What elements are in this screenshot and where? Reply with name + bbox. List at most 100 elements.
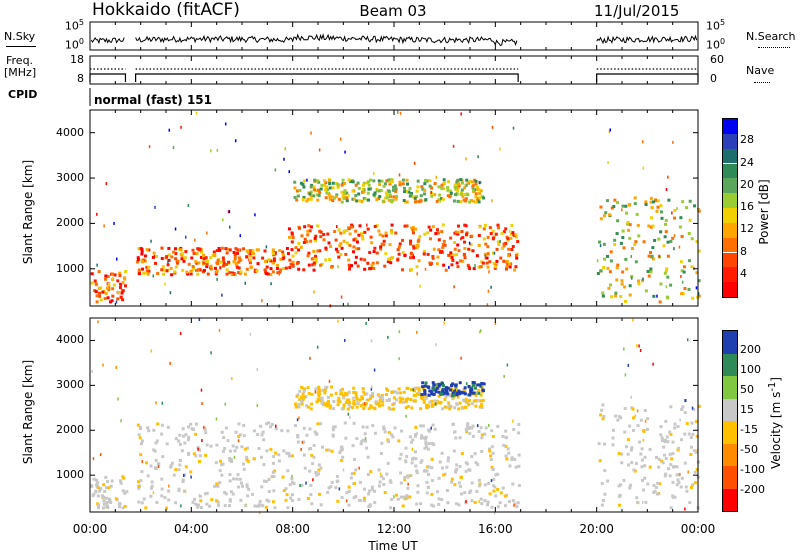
echo-cell (456, 388, 458, 392)
echo-cell (228, 456, 232, 460)
echo-cell (467, 265, 471, 269)
echo-cell (308, 229, 312, 233)
echo-cell (382, 427, 386, 431)
echo-cell (177, 259, 181, 263)
echo-cell (360, 439, 364, 443)
echo-cell (437, 386, 441, 390)
echo-cell (378, 195, 382, 199)
echo-cell (628, 223, 632, 227)
echo-cell (660, 216, 664, 220)
echo-cell (449, 236, 453, 240)
echo-cell (256, 432, 260, 436)
echo-cell (390, 391, 394, 395)
echo-cell (435, 262, 439, 266)
echo-cell (471, 391, 475, 395)
echo-cell (454, 383, 458, 387)
echo-cell (490, 445, 494, 449)
echo-cell (417, 392, 421, 396)
echo-cell (642, 277, 644, 281)
echo-cell (328, 182, 332, 186)
echo-cell (460, 181, 464, 185)
echo-cell (407, 476, 409, 480)
echo-cell (425, 445, 429, 449)
echo-cell (506, 263, 510, 267)
echo-cell (367, 198, 371, 202)
echo-cell (146, 474, 150, 478)
echo-cell (409, 193, 413, 197)
echo-cell (220, 430, 224, 434)
echo-cell (265, 498, 269, 502)
echo-cell (190, 427, 194, 431)
echo-cell (480, 502, 484, 506)
echo-cell (96, 481, 100, 485)
echo-cell (161, 401, 164, 405)
echo-cell (404, 460, 408, 464)
time-tick-label: 16:00 (478, 522, 513, 536)
echo-cell (168, 128, 171, 132)
echo-cell (139, 427, 143, 431)
echo-cell (196, 446, 200, 450)
echo-cell (219, 260, 223, 264)
echo-cell (474, 200, 478, 204)
echo-cell (228, 248, 232, 252)
echo-cell (336, 183, 340, 187)
echo-cell (626, 452, 630, 456)
echo-cell (390, 178, 394, 182)
echo-cell (298, 416, 300, 420)
echo-cell (347, 485, 351, 489)
echo-cell (315, 473, 319, 477)
echo-cell (675, 465, 679, 469)
echo-cell (609, 250, 613, 254)
echo-cell (390, 223, 394, 227)
echo-cell (273, 252, 277, 256)
echo-cell (460, 237, 462, 241)
echo-cell (224, 263, 228, 267)
echo-cell (360, 199, 364, 203)
echo-cell (428, 184, 432, 188)
echo-cell (430, 194, 434, 198)
echo-cell (446, 386, 450, 390)
echo-cell (441, 197, 445, 201)
echo-cell (395, 194, 399, 198)
echo-cell (281, 250, 285, 254)
echo-cell (419, 194, 423, 198)
echo-cell (422, 398, 426, 402)
echo-cell (640, 447, 644, 451)
echo-cell (614, 414, 618, 418)
echo-cell (310, 257, 314, 261)
echo-cell (430, 492, 434, 496)
echo-cell (387, 335, 389, 339)
echo-cell (105, 486, 109, 490)
echo-cell (218, 481, 222, 485)
echo-cell (507, 254, 511, 258)
echo-cell (359, 442, 363, 446)
echo-cell (368, 503, 372, 507)
echo-cell (330, 195, 334, 199)
echo-cell (452, 393, 456, 397)
echo-cell (180, 125, 182, 129)
echo-cell (460, 452, 464, 456)
echo-cell (251, 249, 255, 253)
echo-cell (382, 184, 386, 188)
echo-cell (455, 502, 459, 506)
echo-cell (388, 193, 392, 197)
echo-cell (196, 247, 200, 251)
echo-cell (478, 399, 482, 403)
echo-cell (322, 238, 326, 242)
echo-cell (630, 246, 634, 250)
echo-cell (484, 242, 488, 246)
echo-cell (361, 438, 365, 442)
echo-cell (383, 264, 387, 268)
echo-cell (276, 263, 280, 267)
echo-cell (675, 473, 679, 477)
echo-cell (640, 458, 644, 462)
echo-cell (416, 239, 420, 243)
echo-cell (681, 280, 684, 284)
echo-cell (190, 256, 194, 260)
echo-cell (310, 502, 314, 506)
echo-cell (477, 478, 481, 482)
echo-cell (599, 413, 603, 417)
echo-cell (499, 491, 503, 495)
echo-cell (427, 465, 431, 469)
echo-cell (657, 237, 661, 241)
